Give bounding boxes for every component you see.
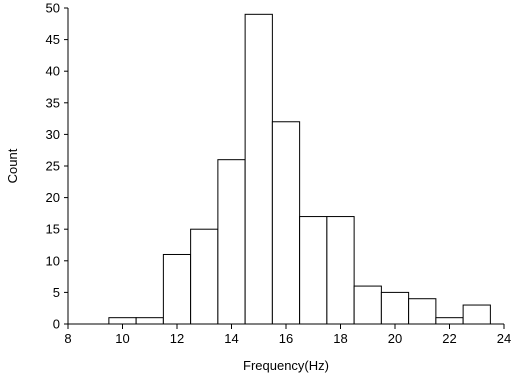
y-tick-label: 15 — [46, 222, 60, 237]
x-tick-label: 18 — [333, 331, 347, 346]
histogram-bar — [408, 298, 437, 325]
x-tick-label: 10 — [115, 331, 129, 346]
histogram-bar — [326, 216, 355, 325]
y-tick-label: 40 — [46, 64, 60, 79]
histogram-bar — [299, 216, 328, 325]
y-tick-label: 10 — [46, 253, 60, 268]
y-tick-label: 20 — [46, 190, 60, 205]
histogram-bar — [162, 253, 192, 325]
x-tick-label: 16 — [279, 331, 293, 346]
x-tick-label: 22 — [442, 331, 456, 346]
y-tick-label: 5 — [53, 285, 60, 300]
histogram-bar — [217, 159, 246, 325]
histogram-bar — [108, 317, 137, 325]
y-tick-label: 50 — [46, 1, 60, 16]
histogram-bar — [462, 304, 491, 325]
y-tick-label: 30 — [46, 127, 60, 142]
bars-group — [108, 13, 491, 325]
y-tick-label: 25 — [46, 159, 60, 174]
y-tick-label: 0 — [53, 317, 60, 332]
histogram-bar — [271, 121, 301, 325]
histogram-bar — [380, 291, 410, 325]
x-tick-label: 20 — [388, 331, 402, 346]
x-axis-title: Frequency(Hz) — [243, 358, 329, 373]
x-axis-ticks: 8 10 12 14 16 18 20 22 24 — [64, 324, 511, 346]
x-tick-label: 8 — [64, 331, 71, 346]
y-tick-label: 35 — [46, 95, 60, 110]
histogram-bar — [190, 228, 219, 325]
y-tick-label: 45 — [46, 32, 60, 47]
y-axis-title: Count — [5, 148, 20, 183]
x-tick-label: 14 — [224, 331, 238, 346]
histogram-bar — [435, 317, 464, 325]
histogram-bar — [244, 13, 273, 325]
histogram-bar — [135, 317, 164, 325]
x-tick-label: 12 — [170, 331, 184, 346]
histogram-bar — [353, 285, 382, 325]
x-tick-label: 24 — [497, 331, 511, 346]
y-axis-ticks: 0 5 10 15 20 25 30 35 40 45 50 — [46, 1, 68, 332]
